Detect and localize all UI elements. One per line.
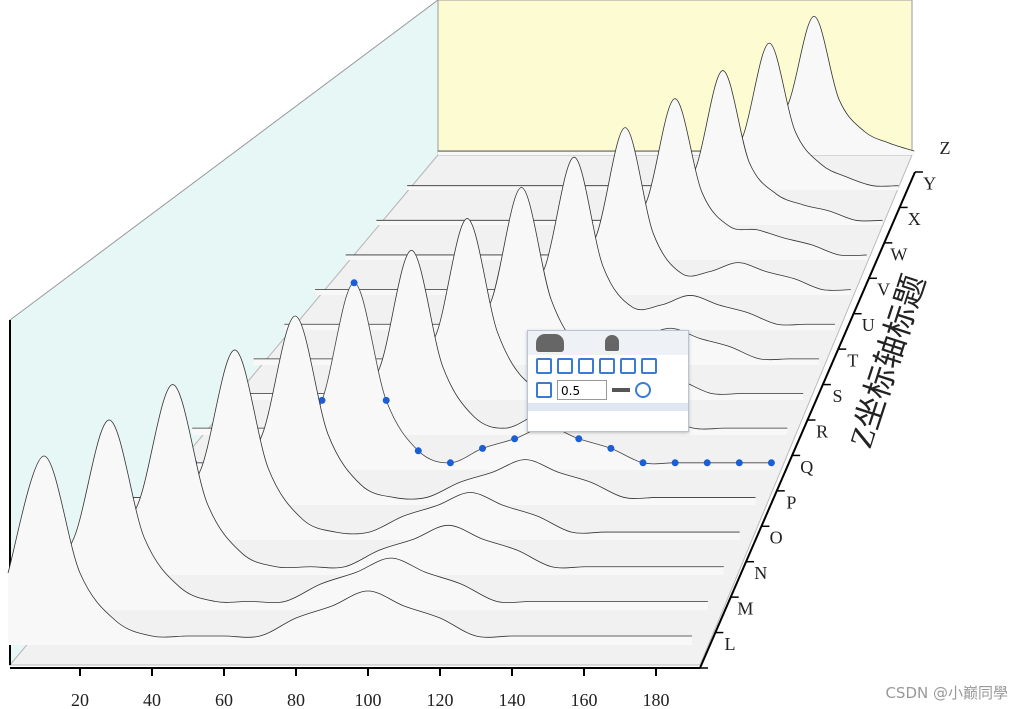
hand-icon[interactable] [599,358,615,374]
series-fill [437,16,915,155]
marker [414,447,422,455]
z-tick-label: Q [800,457,813,477]
z-tick-label: Y [923,173,936,193]
x-tick-label: 140 [499,690,526,709]
series-line [100,349,740,535]
marker [575,435,583,443]
marker [671,459,679,467]
z-tick-label: L [725,634,736,654]
series-fill [130,316,756,505]
watermark: CSDN @小巅同學 [885,684,1008,702]
marker [479,444,486,452]
z-tick-label: R [816,421,828,441]
x-tick-label: 80 [287,690,305,709]
marker [607,444,615,452]
marker [446,459,454,467]
line-width-input[interactable]: 0.5 [557,380,607,400]
marker [318,396,326,404]
user-icon[interactable] [605,335,619,351]
marker [511,435,519,443]
marker [639,459,647,467]
x-tick-label: 160 [571,690,598,709]
x-tick-label: 180 [643,690,670,709]
marker [703,459,711,467]
z-tick-label: U [862,315,875,335]
group-icon[interactable] [536,334,564,352]
fill-icon[interactable] [536,358,552,374]
x-tick-label: 20 [71,690,89,709]
box-icon[interactable] [557,358,573,374]
series-fill [8,456,692,645]
x-tick-label: 100 [355,690,382,709]
series-line [38,419,708,604]
series-fill [253,187,820,365]
toolbar-grip[interactable] [528,403,688,411]
plane-icon[interactable] [578,358,594,374]
x-tick-label: 120 [427,690,454,709]
z-tick-label: V [877,280,890,300]
series-fill [38,419,708,610]
marker [350,279,358,287]
marker [382,396,390,404]
series-fill [376,70,883,225]
series-line [222,218,804,395]
marker [767,459,775,467]
x-tick-label: 40 [143,690,161,709]
x-tick-label: 60 [215,690,233,709]
floating-toolbar[interactable]: 0.5 [527,330,689,432]
series-line [284,156,835,326]
style-icon[interactable] [612,388,630,392]
z-tick-label: T [847,351,858,371]
settings-icon[interactable] [635,382,651,398]
z-tick-label: N [754,563,767,583]
z-tick-label: X [908,209,921,229]
z-tick-label: S [832,386,842,406]
z-tick-label: M [737,599,753,619]
series-line [69,384,724,569]
frame-icon[interactable] [641,358,657,374]
series-line [7,455,692,638]
z-tick-label: W [890,244,907,264]
z-tick-label: Z [940,138,951,158]
series-fill [100,349,740,540]
z-tick-label: O [770,528,783,548]
z-tick-label: P [786,492,796,512]
line-icon[interactable] [536,382,552,398]
series-fill [284,157,835,330]
marker [735,459,743,467]
rotate-icon[interactable] [620,358,636,374]
series-fill [407,43,899,191]
